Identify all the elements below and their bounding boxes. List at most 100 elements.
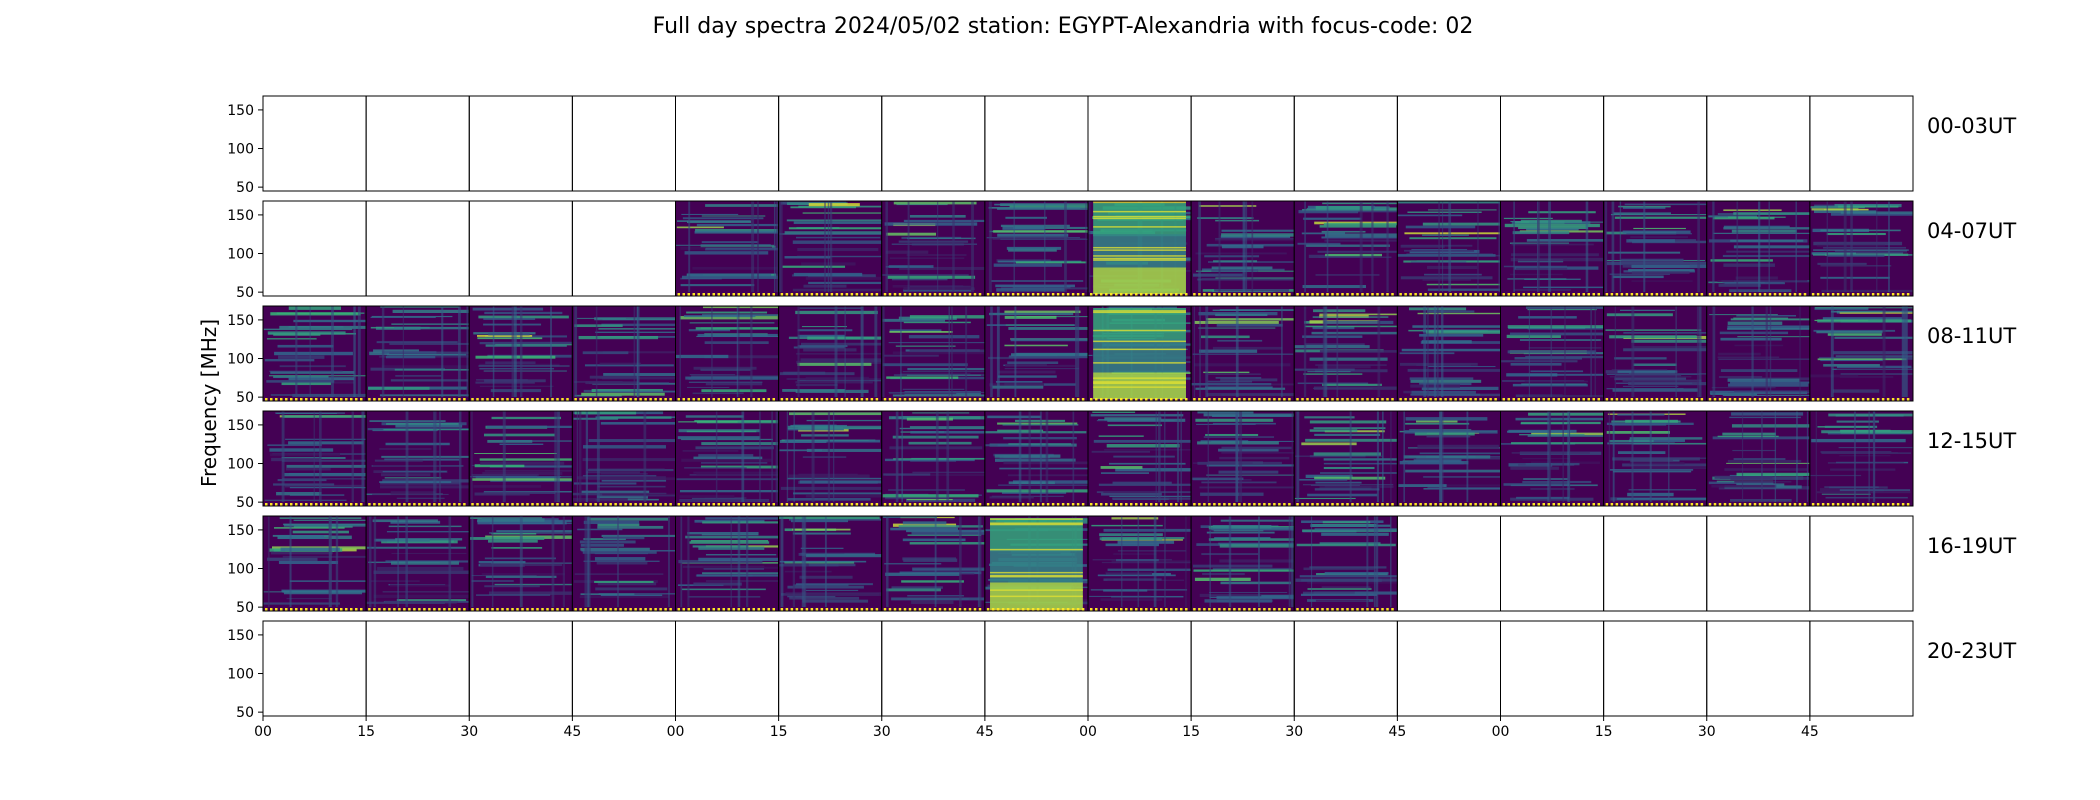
spectrum-panel <box>1603 200 1708 297</box>
spectrum-panel <box>1603 515 1708 612</box>
spectrum-panel <box>1500 95 1605 192</box>
spectrum-panel <box>571 620 676 717</box>
spectrum-panel <box>262 95 367 192</box>
spectrum-panel <box>468 410 573 507</box>
spectrum-panel <box>984 410 1089 507</box>
spectrum-panel <box>1809 95 1914 192</box>
spectrum-panel <box>881 620 986 717</box>
spectrum-panel <box>1706 95 1811 192</box>
x-tick-label: 30 <box>1698 724 1716 740</box>
y-tick-label: 150 <box>227 208 254 224</box>
row-label: 20-23UT <box>1927 639 2016 663</box>
y-tick-label: 100 <box>227 247 254 263</box>
spectrum-panel <box>571 95 676 192</box>
spectrum-panel <box>1500 410 1605 507</box>
spectrum-panel <box>1396 305 1501 402</box>
y-tick-label: 150 <box>227 103 254 119</box>
row-label: 04-07UT <box>1927 219 2016 243</box>
spectrum-panel <box>1706 305 1811 402</box>
spectrum-panel <box>1087 200 1192 297</box>
spectrum-panel <box>778 305 883 402</box>
spectrum-panel <box>984 515 1089 612</box>
spectrum-panel <box>881 305 986 402</box>
spectrum-panel <box>468 515 573 612</box>
row-08-11ut: 50 100 150 08-11UT <box>227 305 2016 406</box>
y-tick-label: 100 <box>227 142 254 158</box>
spectrum-panel <box>1809 515 1914 612</box>
x-tick-label: 45 <box>1801 724 1819 740</box>
spectrum-panel <box>1603 410 1708 507</box>
x-tick-label: 15 <box>770 724 788 740</box>
spectrum-panel <box>1087 515 1192 612</box>
spectrum-panel <box>468 620 573 717</box>
y-tick-label: 150 <box>227 523 254 539</box>
spectrum-panel <box>675 305 780 402</box>
x-tick-label: 30 <box>1285 724 1303 740</box>
y-axis-label: Frequency [MHz] <box>197 319 221 487</box>
row-label: 00-03UT <box>1927 114 2016 138</box>
x-tick-label: 00 <box>1492 724 1510 740</box>
spectrum-panel <box>365 305 470 402</box>
x-axis-ticks: 00 15 30 45 00 15 30 45 00 15 30 45 00 15 30 45 <box>254 716 1819 740</box>
spectrum-panel <box>675 200 780 297</box>
x-tick-label: 30 <box>873 724 891 740</box>
spectrum-panel <box>778 410 883 507</box>
spectrum-panel <box>1706 515 1811 612</box>
row-00-03ut: 50 100 150 00-03UT <box>227 95 2016 196</box>
spectrum-panel <box>1293 305 1398 402</box>
spectrum-panel <box>1087 95 1192 192</box>
y-tick-label: 100 <box>227 457 254 473</box>
spectrum-panel <box>1190 305 1295 402</box>
spectrum-panel <box>1396 410 1501 507</box>
row-label: 08-11UT <box>1927 324 2016 348</box>
y-tick-label: 150 <box>227 418 254 434</box>
y-tick-label: 100 <box>227 562 254 578</box>
spectrum-panel <box>984 305 1089 402</box>
y-tick-label: 50 <box>236 495 254 511</box>
y-tick-label: 50 <box>236 180 254 196</box>
y-tick-label: 100 <box>227 352 254 368</box>
x-tick-label: 15 <box>357 724 375 740</box>
spectrum-panel <box>1293 200 1398 297</box>
spectrum-panel <box>1396 620 1501 717</box>
y-tick-label: 50 <box>236 600 254 616</box>
spectrum-panel <box>1087 305 1192 402</box>
spectrum-panel <box>1500 305 1605 402</box>
spectrum-panel <box>675 410 780 507</box>
x-tick-label: 45 <box>976 724 994 740</box>
y-tick-label: 50 <box>236 285 254 301</box>
spectrum-panel <box>984 620 1089 717</box>
spectrum-panel <box>984 200 1089 297</box>
spectrum-panel <box>675 620 780 717</box>
spectra-rows: 50 100 150 00-03UT 50 100 150 04-07UT 50 100 150 08… <box>227 95 2016 721</box>
x-tick-label: 45 <box>563 724 581 740</box>
x-tick-label: 15 <box>1182 724 1200 740</box>
spectrum-panel <box>778 620 883 717</box>
spectrum-panel <box>1603 620 1708 717</box>
row-16-19ut: 50 100 150 16-19UT <box>227 515 2016 616</box>
spectrum-panel <box>1396 200 1501 297</box>
spectrum-panel <box>1603 305 1708 402</box>
spectrum-panel <box>1500 620 1605 717</box>
spectrum-panel <box>984 95 1089 192</box>
spectrum-panel <box>468 305 573 402</box>
spectrum-panel <box>1396 515 1501 612</box>
spectrum-panel <box>468 200 573 297</box>
spectrum-panel <box>262 305 367 402</box>
y-tick-label: 50 <box>236 705 254 721</box>
spectrum-panel <box>1809 620 1914 717</box>
spectrum-panel <box>468 95 573 192</box>
spectrum-panel <box>1500 200 1605 297</box>
y-tick-label: 50 <box>236 390 254 406</box>
spectrum-panel <box>365 95 470 192</box>
row-label: 16-19UT <box>1927 534 2016 558</box>
spectrum-panel <box>1190 515 1295 612</box>
x-tick-label: 30 <box>460 724 478 740</box>
spectrum-panel <box>262 410 367 507</box>
y-tick-label: 150 <box>227 313 254 329</box>
chart-title: Full day spectra 2024/05/02 station: EGY… <box>653 14 1474 39</box>
row-12-15ut: 50 100 150 12-15UT <box>227 410 2016 511</box>
spectrum-panel <box>1293 620 1398 717</box>
